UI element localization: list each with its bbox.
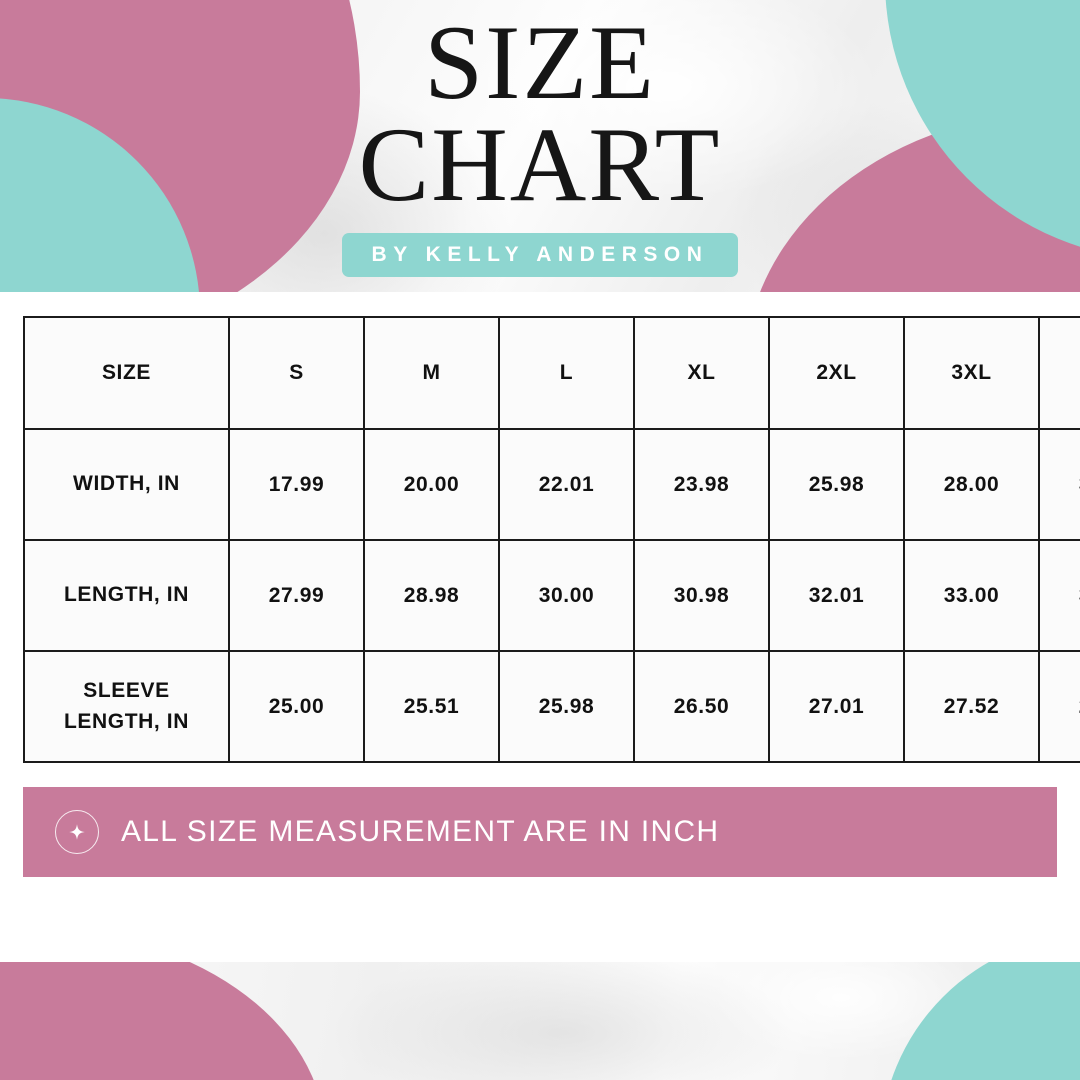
sparkle-icon: [55, 810, 99, 854]
table-header-size: SIZE: [23, 316, 230, 430]
table-row-width: WIDTH, IN 17.99 20.00 22.01 23.98 25.98 …: [23, 428, 1080, 541]
cell-sleeve-l: 25.98: [498, 650, 635, 763]
page-title-line-2: CHART: [358, 105, 722, 223]
bottom-texture-band: [0, 962, 1080, 1080]
cell-length-2xl: 32.01: [768, 539, 905, 652]
cell-sleeve-m: 25.51: [363, 650, 500, 763]
cell-length-s: 27.99: [228, 539, 365, 652]
table-header-l: L: [498, 316, 635, 430]
blob-bottom-right-teal: [880, 962, 1080, 1080]
table-header-m: M: [363, 316, 500, 430]
row-label-sleeve-length: SLEEVE LENGTH, IN: [23, 650, 230, 763]
cell-sleeve-4xl: 28.03: [1038, 650, 1080, 763]
cell-width-2xl: 25.98: [768, 428, 905, 541]
cell-sleeve-xl: 26.50: [633, 650, 770, 763]
table-header-3xl: 3XL: [903, 316, 1040, 430]
measurement-note-text: ALL SIZE MEASUREMENT ARE IN INCH: [121, 815, 720, 848]
cell-length-m: 28.98: [363, 539, 500, 652]
cell-sleeve-2xl: 27.01: [768, 650, 905, 763]
row-label-sleeve-line-2: LENGTH, IN: [64, 709, 189, 733]
table-header-xl: XL: [633, 316, 770, 430]
cell-width-4xl: 30.00: [1038, 428, 1080, 541]
page-header: SIZE CHART BY KELLY ANDERSON: [0, 0, 1080, 278]
cell-width-xl: 23.98: [633, 428, 770, 541]
cell-length-l: 30.00: [498, 539, 635, 652]
byline-badge: BY KELLY ANDERSON: [341, 233, 739, 278]
top-texture-band: [0, 0, 1080, 292]
cell-length-xl: 30.98: [633, 539, 770, 652]
cell-width-s: 17.99: [228, 428, 365, 541]
table-header-row: SIZE S M L XL 2XL 3XL 4XL: [23, 316, 1080, 430]
cell-length-3xl: 33.00: [903, 539, 1040, 652]
blob-bottom-left-pink: [0, 962, 325, 1080]
row-label-length: LENGTH, IN: [23, 539, 230, 652]
table-header-4xl: 4XL: [1038, 316, 1080, 430]
byline-container: BY KELLY ANDERSON: [0, 233, 1080, 278]
table-header-s: S: [228, 316, 365, 430]
row-label-sleeve-line-1: SLEEVE: [83, 679, 170, 703]
cell-width-3xl: 28.00: [903, 428, 1040, 541]
table-header-2xl: 2XL: [768, 316, 905, 430]
size-measurement-table: SIZE S M L XL 2XL 3XL 4XL WIDTH, IN 17.9…: [23, 316, 1080, 763]
cell-sleeve-s: 25.00: [228, 650, 365, 763]
cell-width-l: 22.01: [498, 428, 635, 541]
cell-length-4xl: 34.00: [1038, 539, 1080, 652]
table-row-length: LENGTH, IN 27.99 28.98 30.00 30.98 32.01…: [23, 539, 1080, 652]
measurement-note-banner: ALL SIZE MEASUREMENT ARE IN INCH: [23, 787, 1057, 877]
cell-sleeve-3xl: 27.52: [903, 650, 1040, 763]
row-label-width: WIDTH, IN: [23, 428, 230, 541]
table-row-sleeve-length: SLEEVE LENGTH, IN 25.00 25.51 25.98 26.5…: [23, 650, 1080, 763]
cell-width-m: 20.00: [363, 428, 500, 541]
page-title-line-1: SIZE: [424, 4, 656, 121]
